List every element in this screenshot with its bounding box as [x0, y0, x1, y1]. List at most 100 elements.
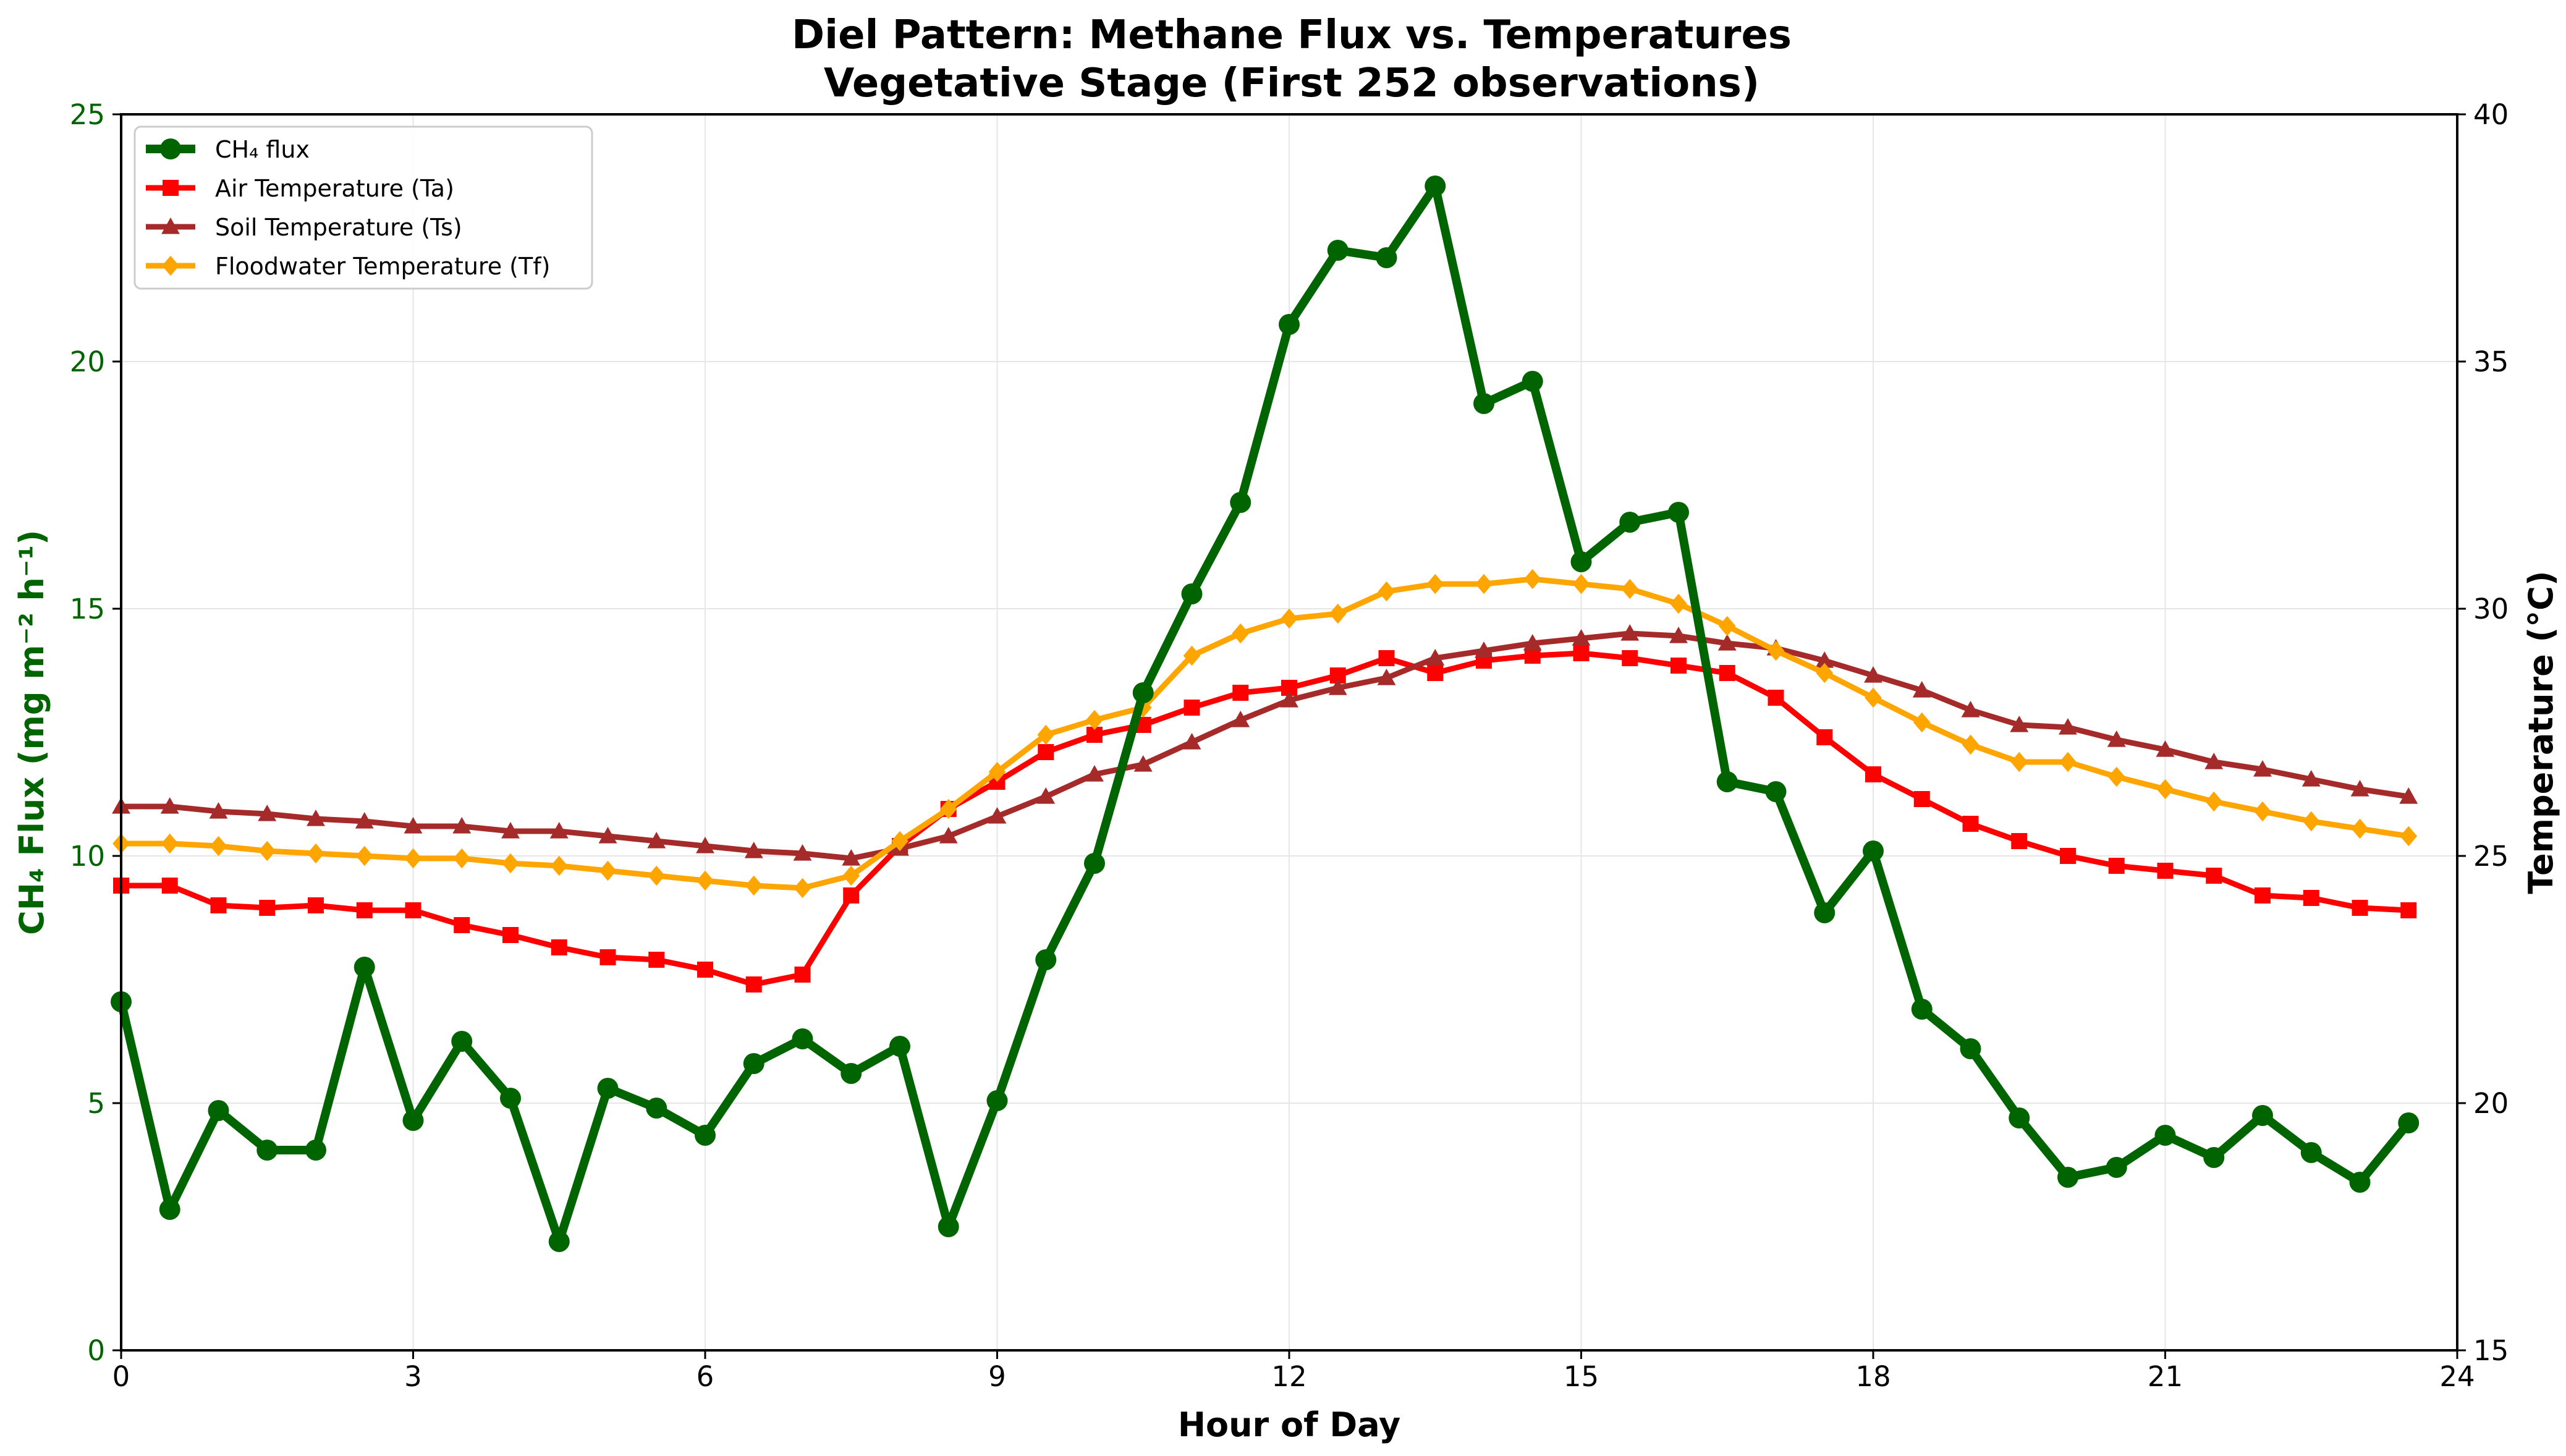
data-point-circle	[1425, 176, 1446, 197]
data-point-diamond	[842, 865, 860, 886]
data-point-diamond	[891, 831, 908, 852]
legend-swatch-marker	[162, 255, 179, 276]
data-point-triangle	[939, 827, 958, 844]
y-axis-right-label: Temperature (°C)	[2522, 570, 2560, 894]
chart-title: Diel Pattern: Methane Flux vs. Temperatu…	[792, 12, 1792, 58]
data-point-square	[502, 927, 519, 943]
data-point-diamond	[939, 798, 957, 819]
series-circle	[111, 176, 2420, 1252]
data-point-circle	[2349, 1172, 2371, 1193]
data-point-circle	[1084, 853, 1105, 874]
data-point-triangle	[501, 822, 520, 839]
data-point-circle	[500, 1088, 521, 1109]
data-point-circle	[1327, 240, 1349, 261]
data-point-square	[1378, 650, 1395, 666]
data-point-circle	[1376, 247, 1397, 268]
data-point-diamond	[2302, 811, 2320, 832]
data-point-diamond	[1426, 574, 1444, 595]
legend-swatch-marker	[163, 180, 179, 196]
data-point-circle	[1522, 371, 1543, 392]
data-point-diamond	[550, 855, 568, 876]
data-point-square	[2255, 887, 2271, 904]
data-point-square	[1768, 690, 1784, 706]
data-point-circle	[354, 957, 375, 978]
data-point-square	[2060, 848, 2076, 864]
data-point-diamond	[1865, 687, 1882, 708]
data-point-circle	[2300, 1142, 2322, 1163]
y-right-tick-label: 40	[2473, 98, 2509, 131]
data-point-square	[1865, 766, 1881, 782]
data-point-square	[2206, 868, 2222, 884]
data-point-triangle	[1523, 634, 1542, 651]
data-point-diamond	[648, 865, 666, 886]
data-point-diamond	[697, 870, 714, 891]
data-point-diamond	[1281, 608, 1298, 629]
legend-label: Air Temperature (Ta)	[215, 175, 454, 202]
data-point-circle	[1814, 902, 1836, 923]
legend-box	[133, 125, 593, 290]
data-point-diamond	[1572, 574, 1590, 595]
y-axis-left-label: CH₄ Flux (mg m⁻² h⁻¹)	[12, 530, 51, 935]
data-point-circle	[938, 1216, 959, 1237]
data-point-circle	[695, 1125, 716, 1146]
legend-swatch-marker	[161, 218, 180, 234]
y-left-tick-label: 10	[70, 840, 105, 873]
y-right-tick-label: 20	[2473, 1087, 2509, 1120]
data-point-circle	[1911, 999, 1933, 1020]
data-point-circle	[159, 1199, 180, 1220]
data-point-triangle	[1669, 627, 1688, 643]
x-tick-label: 3	[404, 1360, 422, 1393]
data-point-diamond	[2400, 826, 2418, 847]
data-point-square	[2157, 863, 2174, 879]
data-point-circle	[2154, 1125, 2176, 1146]
y-axis-right: 15 20 25 30 35 40	[2457, 98, 2509, 1367]
data-point-square	[648, 952, 665, 968]
y-axis-left: 0 5 10 15 20 25	[70, 98, 121, 1367]
data-point-diamond	[1183, 645, 1201, 666]
data-point-triangle	[2107, 730, 2126, 747]
data-point-square	[2011, 833, 2028, 849]
data-point-triangle	[2350, 780, 2369, 797]
data-point-circle	[1668, 502, 1689, 523]
data-point-triangle	[1572, 629, 1591, 646]
data-point-triangle	[988, 807, 1007, 824]
data-point-diamond	[161, 833, 179, 854]
x-tick-label: 15	[1564, 1360, 1599, 1393]
data-point-triangle	[1328, 679, 1347, 695]
x-tick-label: 6	[697, 1360, 714, 1393]
data-point-circle	[451, 1031, 473, 1052]
data-point-triangle	[1620, 624, 1640, 641]
data-point-diamond	[1523, 569, 1541, 590]
data-point-triangle	[1280, 691, 1298, 708]
legend-swatch-marker	[160, 138, 181, 159]
legend-item: Soil Temperature (Ts)	[146, 214, 462, 241]
data-point-triangle	[1182, 733, 1201, 750]
data-point-circle	[646, 1098, 667, 1119]
data-point-triangle	[793, 844, 812, 861]
data-point-diamond	[1086, 709, 1103, 730]
x-tick-label: 9	[988, 1360, 1006, 1393]
data-point-triangle	[2059, 718, 2077, 735]
data-point-triangle	[404, 817, 423, 834]
legend-item: CH₄ flux	[146, 136, 310, 163]
data-point-diamond	[404, 848, 422, 869]
data-point-circle	[2398, 1112, 2420, 1133]
legend-label: CH₄ flux	[215, 136, 310, 163]
data-point-diamond	[1232, 623, 1250, 644]
data-point-triangle	[647, 832, 666, 849]
data-point-triangle	[1864, 666, 1882, 683]
y-right-tick-label: 25	[2473, 840, 2509, 873]
data-point-circle	[1473, 393, 1494, 414]
data-point-triangle	[1036, 787, 1056, 804]
series-diamond	[112, 569, 2418, 899]
x-axis: 0 3 6 9 12 15 18 21 24	[112, 1350, 2475, 1393]
data-point-square	[1719, 665, 1735, 681]
data-point-circle	[597, 1078, 619, 1099]
data-point-diamond	[988, 761, 1006, 782]
series-line-square	[121, 650, 2409, 988]
data-point-triangle	[598, 827, 617, 844]
data-point-square	[1183, 700, 1200, 716]
data-point-triangle	[1231, 711, 1250, 727]
data-point-diamond	[502, 853, 519, 874]
